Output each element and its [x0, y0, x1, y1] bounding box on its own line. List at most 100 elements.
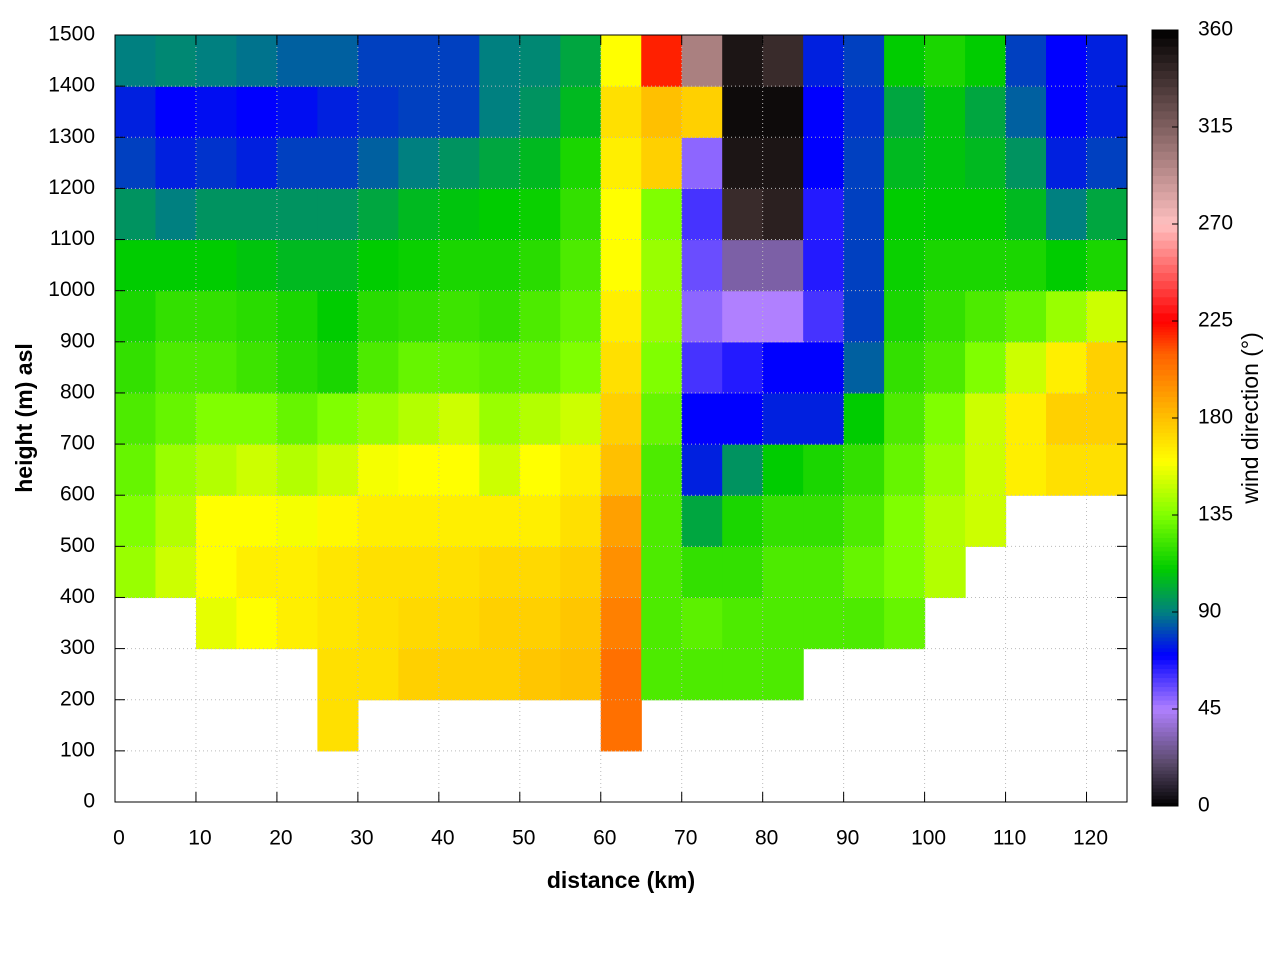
cell	[884, 444, 926, 496]
cell	[398, 495, 440, 547]
cell	[276, 392, 318, 445]
cell	[438, 597, 480, 650]
cell	[843, 86, 885, 138]
cell	[843, 188, 885, 241]
cell	[1086, 444, 1128, 496]
colorbar-segment	[1152, 647, 1178, 653]
cell	[357, 648, 399, 701]
cell	[762, 290, 804, 343]
colorbar-segment	[1152, 54, 1178, 63]
colorbar-segment	[1152, 323, 1178, 327]
cell	[236, 137, 278, 189]
colorbar-segment	[1152, 766, 1178, 771]
y-tick-label: 1200	[48, 176, 95, 199]
colorbar-segment	[1152, 110, 1178, 120]
cell	[155, 392, 197, 445]
cell	[155, 495, 197, 547]
colorbar-segment	[1152, 802, 1178, 807]
cell	[884, 341, 926, 394]
cell	[276, 495, 318, 547]
colorbar-segment	[1152, 470, 1178, 476]
x-tick-label: 90	[836, 827, 859, 850]
y-tick-label: 500	[60, 534, 95, 557]
cell	[722, 546, 764, 599]
cell	[479, 444, 521, 496]
cell	[722, 341, 764, 394]
colorbar-segment	[1152, 612, 1178, 617]
colorbar-segment	[1152, 572, 1178, 577]
cell	[236, 239, 278, 292]
cell	[519, 392, 561, 445]
cell	[1086, 290, 1128, 343]
cell	[762, 597, 804, 650]
cell	[479, 290, 521, 343]
colorbar-tick-label: 90	[1198, 600, 1221, 623]
cell	[438, 137, 480, 189]
colorbar-segment	[1152, 412, 1178, 419]
cell	[115, 392, 157, 445]
cell	[762, 444, 804, 496]
colorbar-segment	[1152, 626, 1178, 631]
axes: 0 10 20 30 40 50 60 70 80 90 100 110 120010020030040…	[48, 18, 1233, 850]
colorbar-segment	[1152, 339, 1178, 344]
cell	[357, 341, 399, 394]
cell	[438, 188, 480, 241]
x-tick-label: 10	[188, 827, 211, 850]
cell	[884, 86, 926, 138]
cell	[843, 597, 885, 650]
colorbar-segment	[1152, 347, 1178, 352]
colorbar-segment	[1152, 579, 1178, 584]
cell	[722, 597, 764, 650]
cell	[843, 137, 885, 189]
cell	[762, 546, 804, 599]
cell	[803, 86, 845, 138]
colorbar-segment	[1152, 515, 1178, 520]
y-axis-label: height (m) asl	[11, 343, 37, 493]
colorbar-segment	[1152, 342, 1178, 346]
x-tick-label: 110	[993, 827, 1026, 850]
cell	[236, 597, 278, 650]
cell	[398, 392, 440, 445]
cell	[965, 341, 1007, 394]
cell	[681, 35, 723, 87]
cell	[600, 699, 642, 752]
cell	[924, 86, 966, 138]
cell	[803, 188, 845, 241]
plot-frame	[114, 34, 1128, 803]
cell	[479, 86, 521, 138]
cell	[641, 86, 683, 138]
cell	[398, 341, 440, 394]
cell	[357, 546, 399, 599]
cell	[195, 495, 238, 547]
colorbar-segment	[1152, 461, 1178, 467]
colorbar-tick-label: 135	[1198, 503, 1233, 526]
cell	[1005, 86, 1047, 138]
cell	[1086, 341, 1128, 394]
cell	[600, 444, 642, 496]
colorbar-segment	[1152, 664, 1178, 670]
colorbar-segment	[1152, 391, 1178, 397]
colorbar-segment	[1152, 380, 1178, 387]
colorbar-segment	[1152, 590, 1178, 595]
cell	[965, 444, 1007, 496]
cell	[236, 341, 278, 394]
colorbar-segment	[1152, 528, 1178, 534]
cell	[115, 546, 157, 599]
colorbar-segment	[1152, 272, 1178, 282]
colorbar-segment	[1152, 673, 1178, 679]
cell	[803, 392, 845, 445]
cell	[438, 392, 480, 445]
y-tick-label: 300	[60, 636, 95, 659]
cell	[1086, 239, 1128, 292]
cell	[519, 597, 561, 650]
colorbar-segment	[1152, 622, 1178, 627]
cell	[1046, 341, 1088, 394]
cell	[843, 35, 885, 87]
cell	[438, 239, 480, 292]
colorbar-segment	[1152, 586, 1178, 591]
colorbar-segment	[1152, 135, 1178, 144]
colorbar-segment	[1152, 637, 1178, 642]
cell	[924, 290, 966, 343]
colorbar-segment	[1152, 773, 1178, 778]
colorbar-segment	[1152, 248, 1178, 257]
